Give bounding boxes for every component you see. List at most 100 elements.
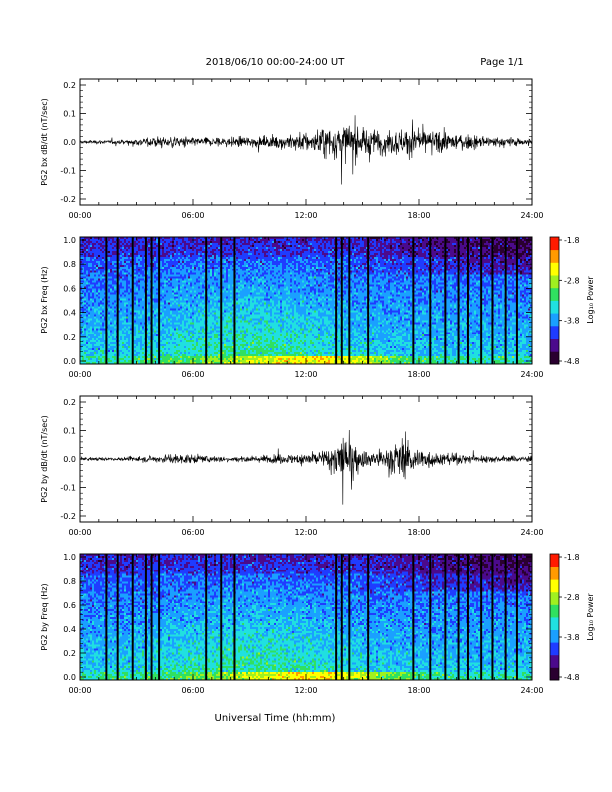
spectrogram-cell (192, 274, 195, 277)
spectrogram-cell (228, 310, 231, 313)
spectrogram-cell (210, 246, 213, 250)
spectrogram-cell (114, 282, 117, 285)
spectrogram-cell (156, 272, 159, 275)
spectrogram-cell (80, 320, 83, 323)
spectrogram-cell (180, 338, 183, 341)
spectrogram-cell (164, 276, 167, 279)
spectrogram-cell (110, 242, 113, 246)
spectrogram-cell (226, 256, 229, 260)
spectrogram-cell (228, 238, 231, 242)
spectrogram-cell (166, 298, 169, 301)
spectrogram-cell (80, 246, 83, 250)
spectrogram-cell (198, 264, 201, 268)
spectrogram-cell (170, 238, 173, 242)
spectrogram-cell (212, 244, 215, 248)
spectrogram-cell (216, 316, 219, 319)
spectrogram-cell (226, 280, 229, 283)
spectrogram-cell (138, 352, 141, 355)
spectrogram-cell (192, 254, 195, 258)
spectrogram-cell (114, 346, 117, 349)
spectrogram-cell (214, 336, 217, 339)
spectrogram-cell (182, 290, 185, 293)
spectrogram-cell (164, 304, 167, 307)
spectrogram-cell (90, 324, 93, 327)
spectrogram-cell (112, 258, 115, 262)
spectrogram-cell (160, 326, 163, 329)
spectrogram-cell (192, 312, 195, 315)
spectrogram-cell (104, 320, 107, 323)
spectrogram-cell (92, 246, 95, 250)
spectrogram-cell (112, 316, 115, 319)
spectrogram-cell (196, 332, 199, 335)
spectrogram-cell (130, 322, 133, 325)
spectrogram-cell (194, 318, 197, 321)
spectrogram-cell (200, 350, 203, 353)
spectrogram-cell (102, 290, 105, 293)
spectrogram-cell (102, 360, 105, 363)
spectrogram-cell (214, 288, 217, 291)
spectrogram-cell (104, 248, 107, 252)
spectrogram-cell (140, 354, 143, 357)
spectrogram-cell (178, 330, 181, 333)
spectrogram-cell (214, 326, 217, 329)
spectrogram-cell (80, 290, 83, 293)
spectrogram-cell (230, 308, 233, 311)
spectrogram-cell (92, 338, 95, 341)
spectrogram-cell (130, 260, 133, 264)
spectrogram-cell (174, 248, 177, 252)
spectrogram-cell (156, 254, 159, 258)
spectrogram-cell (214, 296, 217, 299)
spectrogram-cell (218, 250, 221, 254)
spectrogram-cell (100, 300, 103, 303)
spectrogram-cell (100, 338, 103, 341)
spectrogram-cell (92, 302, 95, 305)
spectrogram-cell (122, 294, 125, 297)
spectrogram-cell (140, 314, 143, 317)
spectrogram-cell (110, 302, 113, 305)
spectrogram-cell (190, 240, 193, 244)
spectrogram-cell (92, 282, 95, 285)
spectrogram-cell (208, 340, 211, 343)
spectrogram-cell (170, 360, 173, 363)
spectrogram-cell (166, 250, 169, 254)
spectrogram-cell (148, 338, 151, 341)
spectrogram-cell (152, 262, 155, 266)
spectrogram-cell (104, 262, 107, 266)
spectrogram-cell (98, 274, 101, 277)
spectrogram-cell (190, 302, 193, 305)
spectrogram-cell (170, 278, 173, 281)
spectrogram-cell (230, 302, 233, 305)
spectrogram-cell (86, 336, 89, 339)
spectrogram-cell (188, 302, 191, 305)
spectrogram-cell (90, 288, 93, 291)
spectrogram-cell (110, 318, 113, 321)
spectrogram-cell (152, 292, 155, 295)
spectrogram-cell (196, 280, 199, 283)
spectrogram-cell (186, 286, 189, 289)
spectrogram-cell (216, 336, 219, 339)
spectrogram-cell (102, 296, 105, 299)
spectrogram-cell (120, 266, 123, 270)
spectrogram-cell (90, 268, 93, 272)
spectrogram-cell (178, 312, 181, 315)
spectrogram-cell (94, 300, 97, 303)
spectrogram-cell (124, 250, 127, 254)
spectrogram-cell (126, 292, 129, 295)
spectrogram-cell (138, 248, 141, 252)
spectrogram-cell (90, 266, 93, 270)
spectrogram-cell (94, 322, 97, 325)
spectrogram-cell (186, 252, 189, 256)
spectrogram-cell (180, 330, 183, 333)
spectrogram-cell (218, 348, 221, 351)
spectrogram-cell (208, 316, 211, 319)
spectrogram-cell (222, 300, 225, 303)
spectrogram-cell (194, 250, 197, 254)
spectrogram-cell (136, 338, 139, 341)
spectrogram-cell (88, 244, 91, 248)
spectrogram-cell (104, 280, 107, 283)
spectrogram-cell (134, 284, 137, 287)
spectrogram-cell (122, 332, 125, 335)
spectrogram-cell (166, 246, 169, 250)
spectrogram-cell (216, 298, 219, 301)
spectrogram-cell (126, 338, 129, 341)
